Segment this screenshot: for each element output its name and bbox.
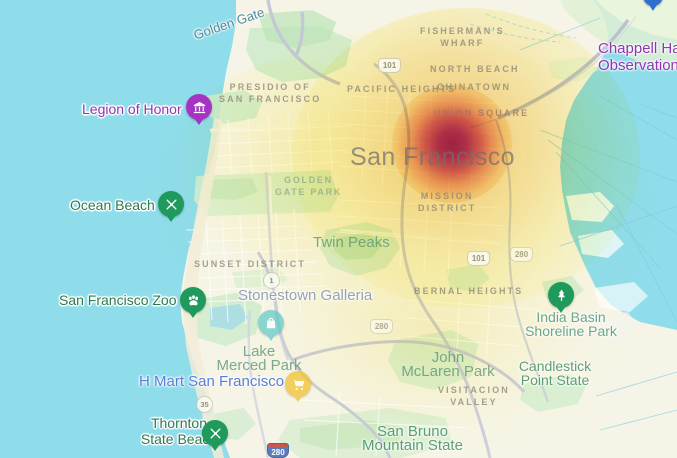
museum-icon[interactable] [186, 94, 212, 120]
beach-icon[interactable] [158, 191, 184, 217]
highway-shield-280-bayshore: 280 [510, 247, 533, 262]
highway-shield-101-north: 101 [378, 58, 401, 73]
beach-icon[interactable] [202, 420, 228, 446]
highway-shield-280-interstate: 280 [267, 443, 289, 458]
map-pin-icon[interactable] [643, 0, 663, 6]
highway-shield-1: 1 [263, 272, 280, 289]
highway-shield-280-west: 280 [370, 319, 393, 334]
tree-icon[interactable] [548, 282, 574, 308]
shopping-bag-icon[interactable] [258, 310, 284, 336]
highway-shield-35: 35 [196, 396, 213, 413]
paw-icon[interactable] [180, 287, 206, 313]
highway-shield-101-bayshore: 101 [467, 251, 490, 266]
shopping-cart-icon[interactable] [285, 371, 311, 397]
